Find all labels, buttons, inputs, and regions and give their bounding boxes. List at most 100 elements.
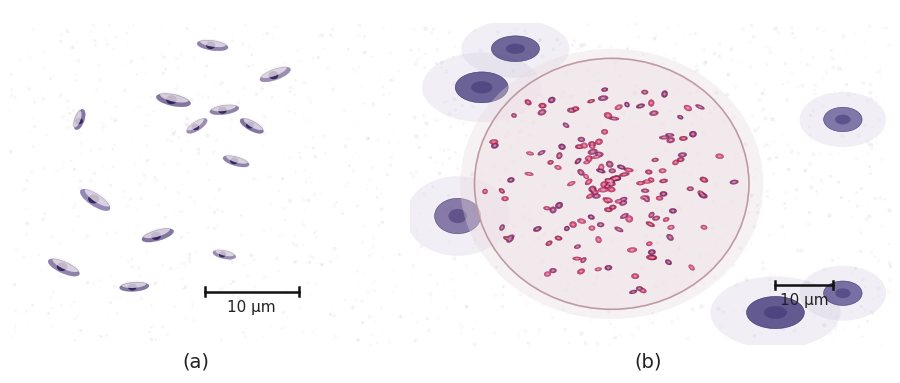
Ellipse shape (650, 214, 652, 216)
Ellipse shape (606, 185, 608, 187)
Ellipse shape (639, 105, 643, 107)
Ellipse shape (585, 179, 592, 185)
Ellipse shape (710, 277, 841, 349)
Ellipse shape (484, 190, 486, 193)
Ellipse shape (608, 182, 616, 186)
Ellipse shape (690, 266, 693, 269)
Ellipse shape (607, 114, 609, 117)
Ellipse shape (625, 102, 630, 107)
Ellipse shape (659, 169, 666, 173)
Ellipse shape (528, 153, 532, 154)
Ellipse shape (619, 166, 623, 168)
Ellipse shape (422, 52, 541, 122)
Ellipse shape (652, 112, 656, 114)
Ellipse shape (605, 265, 612, 270)
Ellipse shape (645, 170, 652, 174)
Ellipse shape (566, 228, 568, 229)
Ellipse shape (799, 266, 886, 321)
Ellipse shape (590, 188, 594, 190)
Ellipse shape (624, 168, 634, 172)
Ellipse shape (662, 180, 665, 182)
Ellipse shape (538, 150, 545, 155)
Ellipse shape (546, 273, 549, 275)
Ellipse shape (601, 88, 608, 92)
Ellipse shape (627, 218, 631, 220)
Ellipse shape (572, 257, 581, 260)
Ellipse shape (583, 174, 589, 179)
Ellipse shape (649, 223, 652, 225)
Ellipse shape (52, 258, 79, 272)
Ellipse shape (578, 137, 585, 142)
Ellipse shape (589, 195, 591, 197)
Ellipse shape (667, 137, 675, 143)
Ellipse shape (667, 234, 673, 241)
Ellipse shape (580, 143, 588, 148)
Ellipse shape (671, 210, 674, 212)
Ellipse shape (638, 288, 641, 290)
Ellipse shape (605, 198, 613, 203)
Ellipse shape (642, 90, 648, 94)
Ellipse shape (598, 95, 608, 101)
Ellipse shape (564, 226, 570, 231)
Ellipse shape (595, 152, 603, 157)
Ellipse shape (733, 181, 736, 183)
Ellipse shape (702, 178, 706, 181)
Ellipse shape (610, 183, 614, 185)
Ellipse shape (482, 189, 488, 194)
Ellipse shape (677, 157, 684, 162)
Ellipse shape (578, 146, 581, 148)
Ellipse shape (580, 171, 582, 173)
Ellipse shape (596, 236, 601, 243)
Ellipse shape (609, 205, 617, 210)
Ellipse shape (533, 226, 542, 232)
Ellipse shape (615, 199, 624, 203)
Ellipse shape (525, 172, 534, 176)
Ellipse shape (596, 169, 606, 173)
Ellipse shape (604, 184, 611, 188)
Ellipse shape (629, 290, 637, 294)
Ellipse shape (659, 136, 670, 139)
Ellipse shape (471, 81, 492, 93)
Ellipse shape (590, 144, 595, 149)
Ellipse shape (622, 202, 625, 204)
Ellipse shape (575, 258, 579, 259)
Ellipse shape (600, 182, 607, 187)
Ellipse shape (632, 273, 639, 279)
Ellipse shape (562, 123, 569, 128)
Ellipse shape (558, 154, 561, 157)
Ellipse shape (545, 241, 553, 246)
Ellipse shape (608, 163, 611, 165)
Ellipse shape (626, 169, 631, 171)
Ellipse shape (610, 176, 620, 181)
Ellipse shape (578, 219, 586, 224)
Ellipse shape (460, 49, 763, 319)
Ellipse shape (641, 189, 649, 193)
Ellipse shape (507, 236, 514, 242)
Ellipse shape (223, 156, 249, 167)
Ellipse shape (506, 237, 509, 240)
Ellipse shape (580, 257, 587, 263)
Ellipse shape (80, 189, 110, 211)
Ellipse shape (650, 101, 652, 105)
Ellipse shape (680, 159, 682, 160)
Ellipse shape (700, 177, 708, 183)
Ellipse shape (555, 202, 562, 209)
Ellipse shape (574, 244, 580, 249)
Ellipse shape (652, 257, 655, 259)
Ellipse shape (590, 188, 596, 193)
Ellipse shape (570, 183, 573, 185)
Ellipse shape (580, 270, 582, 273)
Ellipse shape (622, 173, 626, 175)
Ellipse shape (660, 191, 667, 196)
Ellipse shape (644, 190, 647, 192)
Ellipse shape (649, 212, 654, 218)
Ellipse shape (240, 118, 264, 133)
Ellipse shape (650, 255, 657, 260)
Ellipse shape (570, 221, 577, 228)
Ellipse shape (604, 208, 612, 212)
Ellipse shape (527, 173, 531, 175)
Ellipse shape (526, 152, 534, 155)
Ellipse shape (636, 286, 643, 291)
Ellipse shape (597, 223, 604, 227)
Ellipse shape (591, 190, 599, 195)
